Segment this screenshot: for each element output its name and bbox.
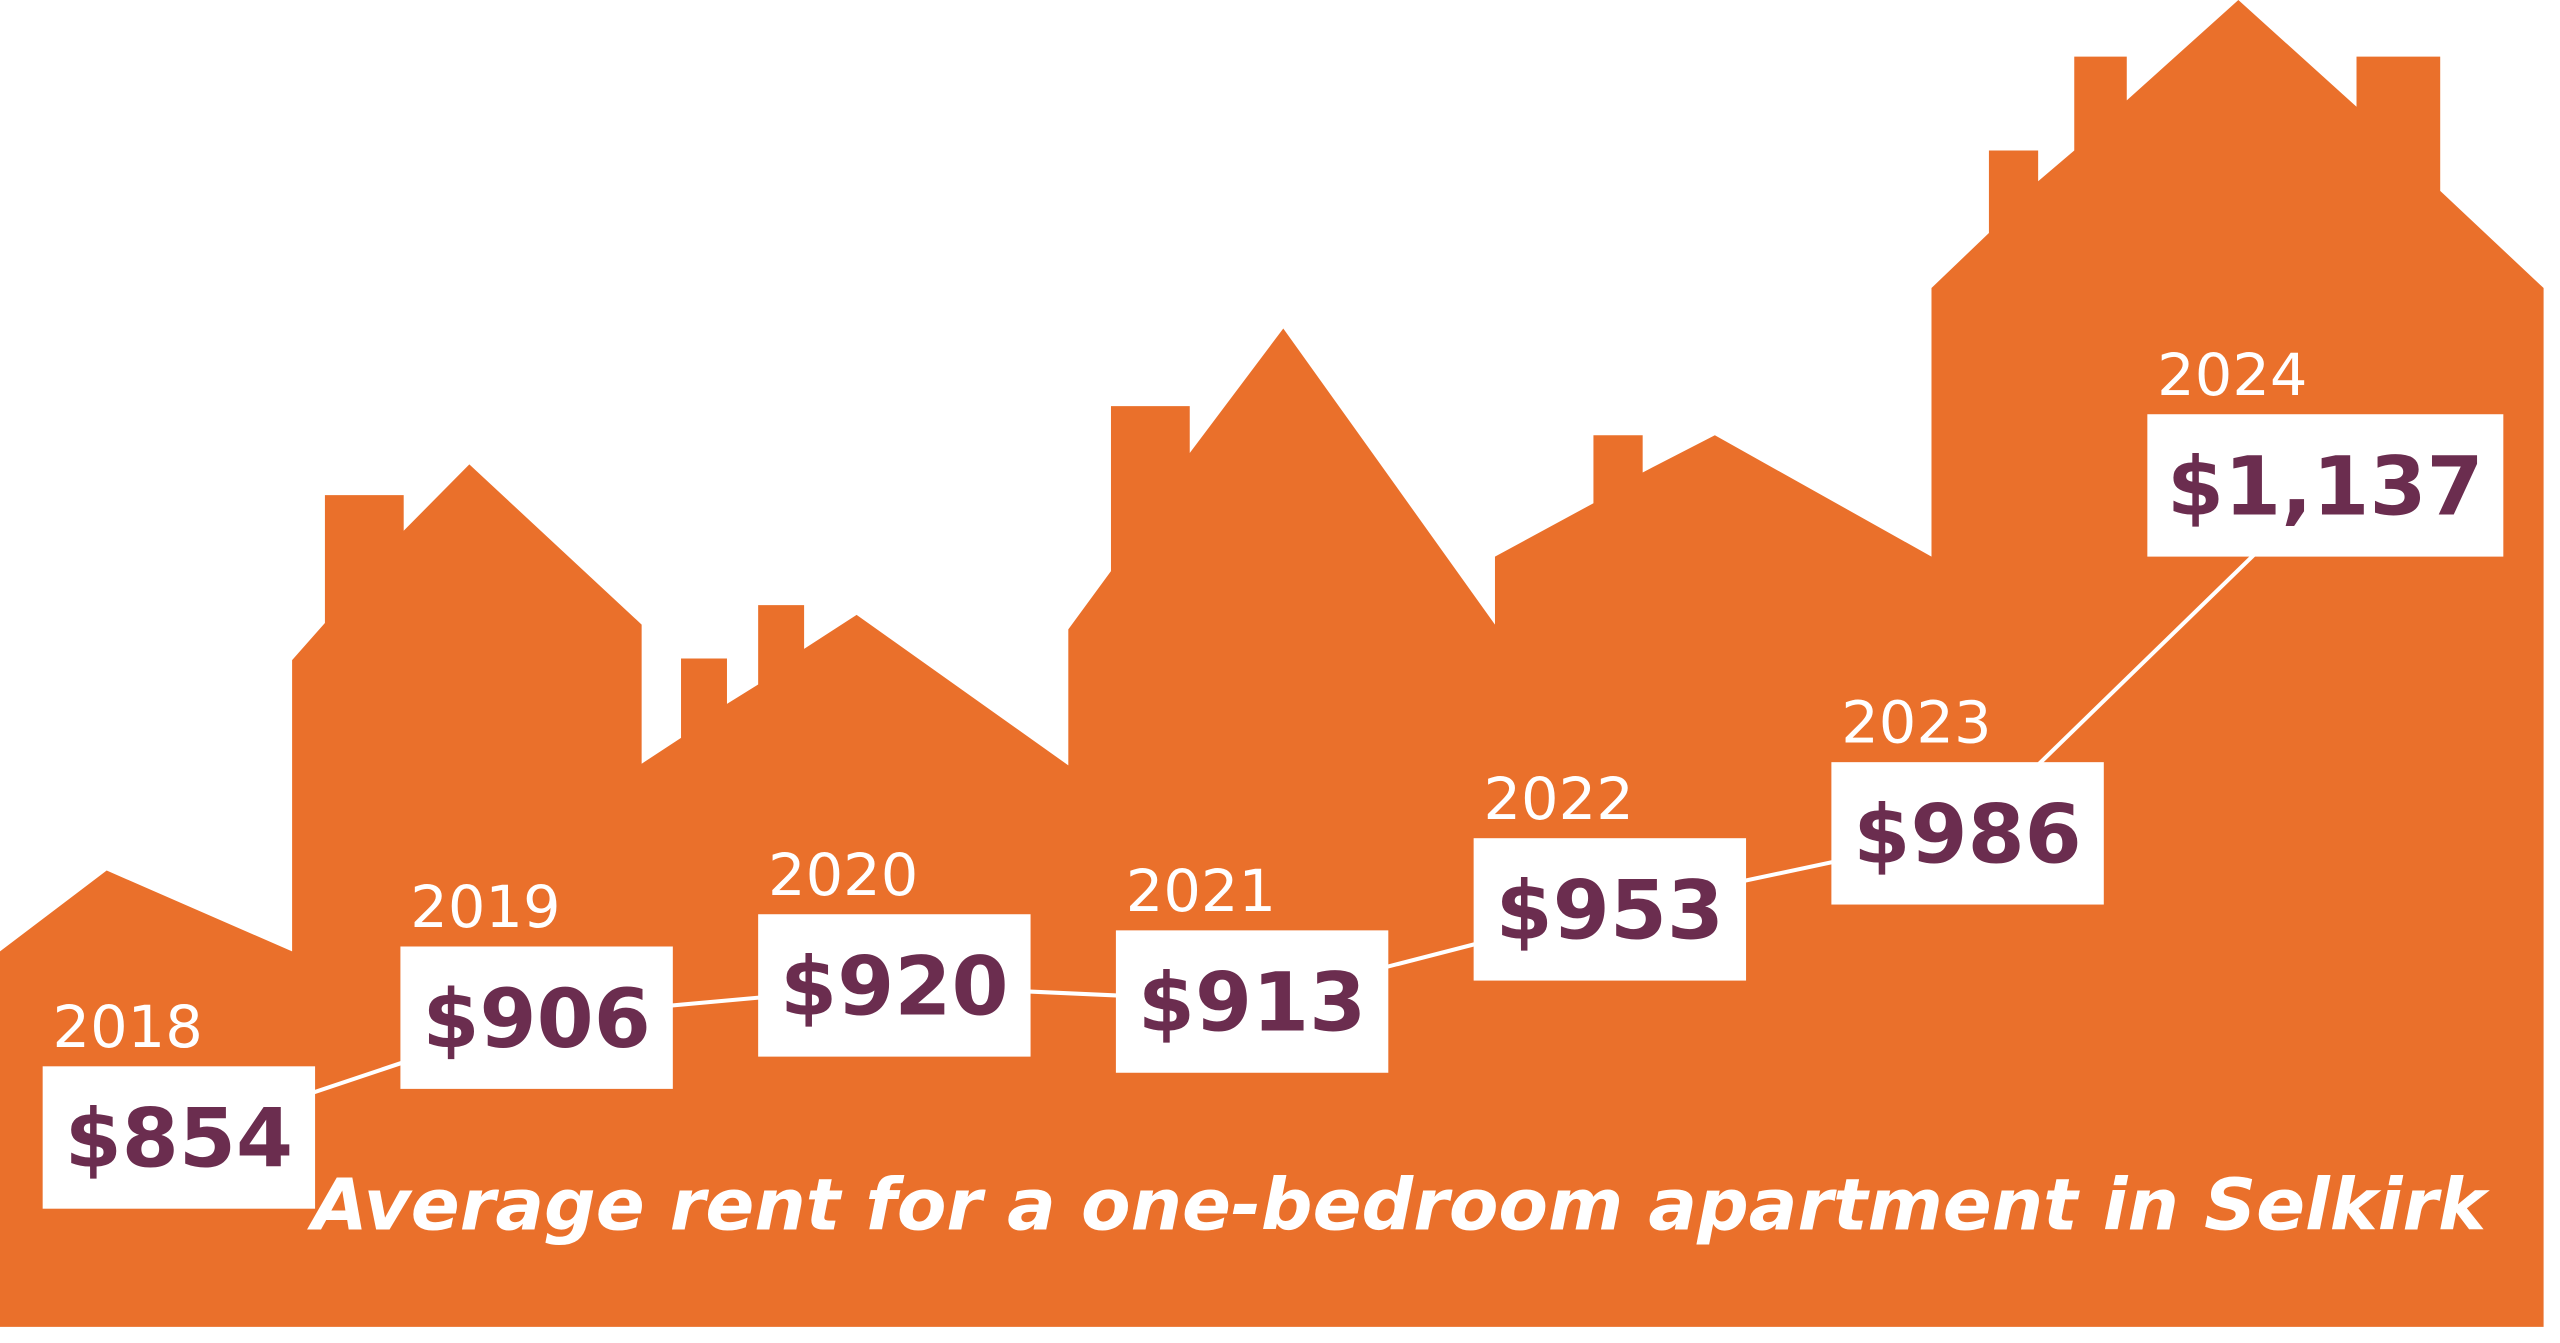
value-box <box>42 1066 316 1209</box>
value-box <box>400 946 673 1089</box>
value-label: $986 <box>1853 788 2081 882</box>
value-box <box>758 914 1031 1057</box>
value-label: $913 <box>1138 956 1366 1050</box>
value-box <box>1473 838 1747 981</box>
value-label: $920 <box>780 940 1008 1034</box>
box-layer: $854 2018 $906 2019 $920 2020 $913 2021 $953 2022… <box>42 341 2504 1209</box>
chart-title: Average rent for a one-bedroom apartment… <box>307 1163 2491 1246</box>
year-label: 2021 <box>1126 857 1276 925</box>
year-label: 2019 <box>410 873 560 941</box>
year-label: 2018 <box>53 993 203 1061</box>
value-box <box>1115 930 1389 1073</box>
value-label: $1,137 <box>2167 440 2484 534</box>
value-label: $906 <box>422 972 650 1066</box>
value-label: $953 <box>1496 864 1724 958</box>
year-label: 2022 <box>1483 765 1633 833</box>
value-box <box>2147 414 2504 557</box>
year-label: 2020 <box>768 841 918 909</box>
value-label: $854 <box>65 1092 293 1186</box>
year-label: 2024 <box>2157 341 2307 409</box>
value-box <box>1831 762 2104 905</box>
year-label: 2023 <box>1841 689 1991 757</box>
